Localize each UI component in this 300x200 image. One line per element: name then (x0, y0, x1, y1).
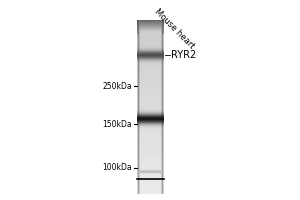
Text: 100kDa: 100kDa (102, 163, 132, 172)
Text: 250kDa: 250kDa (102, 82, 132, 91)
Text: RYR2: RYR2 (171, 50, 196, 60)
Text: 150kDa: 150kDa (102, 120, 132, 129)
Text: Mouse heart: Mouse heart (153, 7, 196, 50)
